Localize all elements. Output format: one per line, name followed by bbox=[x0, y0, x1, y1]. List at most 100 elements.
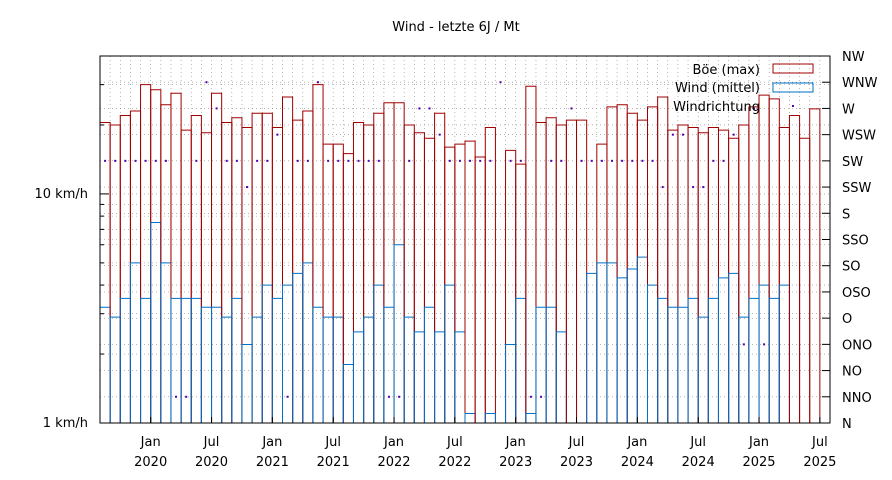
gust-bar bbox=[657, 96, 669, 423]
direction-point bbox=[692, 186, 695, 189]
direction-point bbox=[681, 133, 684, 136]
mean-bar bbox=[251, 316, 263, 423]
gust-bar bbox=[302, 110, 314, 423]
mean-bar bbox=[616, 277, 628, 423]
direction-point bbox=[631, 159, 634, 162]
mean-bar bbox=[322, 316, 334, 423]
direction-point bbox=[418, 107, 421, 110]
mean-bar bbox=[221, 316, 233, 423]
direction-point bbox=[296, 159, 299, 162]
gust-bar bbox=[180, 129, 192, 423]
direction-point bbox=[529, 395, 532, 398]
gust-bar bbox=[474, 156, 486, 423]
y2-tick-label: ONO bbox=[842, 338, 872, 353]
mean-bar bbox=[312, 306, 324, 423]
mean-bar bbox=[434, 331, 446, 423]
gust-bar bbox=[322, 143, 334, 423]
x-tick-label: Jul bbox=[203, 435, 220, 450]
gust-bar bbox=[312, 84, 324, 423]
direction-point bbox=[722, 159, 725, 162]
direction-point bbox=[154, 159, 157, 162]
direction-point bbox=[377, 159, 380, 162]
direction-point bbox=[337, 159, 340, 162]
x-tick-label: Jan bbox=[261, 435, 282, 450]
gust-bar bbox=[626, 112, 638, 423]
mean-bar bbox=[271, 297, 283, 423]
gust-bar bbox=[292, 119, 304, 423]
direction-point bbox=[509, 159, 512, 162]
direction-point bbox=[489, 159, 492, 162]
mean-bar bbox=[160, 262, 172, 423]
legend-label-mean: Wind (mittel) bbox=[675, 81, 760, 96]
x-tick-year: 2023 bbox=[499, 455, 532, 470]
direction-point bbox=[671, 133, 674, 136]
gust-bar bbox=[282, 96, 294, 423]
direction-point bbox=[357, 159, 360, 162]
y-tick-label: 1 km/h bbox=[43, 416, 88, 431]
y2-tick-label: NW bbox=[842, 50, 865, 65]
legend-swatch-direction bbox=[792, 105, 794, 107]
legend-item-direction: Windrichtung bbox=[673, 100, 794, 115]
gust-bar bbox=[434, 112, 446, 423]
legend-swatch-gust bbox=[772, 63, 814, 74]
mean-bar bbox=[373, 284, 385, 423]
direction-point bbox=[398, 395, 401, 398]
mean-bar bbox=[515, 297, 527, 423]
mean-bar bbox=[596, 262, 608, 423]
gust-bar bbox=[261, 112, 273, 423]
direction-point bbox=[246, 186, 249, 189]
direction-point bbox=[499, 81, 502, 84]
y2-tick-label: O bbox=[842, 312, 852, 327]
x-tick-year: 2023 bbox=[560, 455, 593, 470]
mean-bar bbox=[302, 262, 314, 423]
gust-bar bbox=[677, 124, 689, 423]
gust-bar bbox=[211, 92, 223, 423]
mean-bar bbox=[697, 316, 709, 423]
gust-bar bbox=[170, 92, 182, 423]
legend-label-gust: Böe (max) bbox=[693, 63, 760, 78]
mean-bar bbox=[423, 306, 436, 423]
y2-tick-label: S bbox=[842, 207, 850, 222]
x-tick-label: Jul bbox=[811, 435, 828, 450]
x-tick-year: 2025 bbox=[742, 455, 775, 470]
mean-bar bbox=[109, 316, 121, 423]
gust-bar bbox=[565, 119, 578, 423]
direction-point bbox=[124, 159, 127, 162]
gust-bar bbox=[413, 132, 425, 423]
direction-point bbox=[752, 107, 755, 110]
mean-bar bbox=[231, 297, 243, 423]
direction-point bbox=[550, 159, 553, 162]
legend: Böe (max) Wind (mittel) Windrichtung bbox=[673, 63, 814, 115]
direction-point bbox=[580, 159, 583, 162]
gust-bar bbox=[393, 102, 405, 423]
x-tick-year: 2022 bbox=[438, 455, 471, 470]
direction-point bbox=[175, 395, 178, 398]
x-tick-label: Jan bbox=[383, 435, 404, 450]
direction-point bbox=[742, 343, 745, 346]
mean-bar bbox=[444, 284, 456, 423]
gust-bar bbox=[748, 106, 760, 423]
mean-bar bbox=[657, 297, 669, 423]
bars bbox=[99, 84, 821, 423]
direction-point bbox=[661, 186, 664, 189]
gust-bar bbox=[129, 110, 142, 423]
gust-bar bbox=[251, 112, 263, 423]
gust-bar bbox=[636, 119, 648, 423]
chart-title: Wind - letzte 6J / Mt bbox=[392, 20, 519, 35]
legend-label-direction: Windrichtung bbox=[673, 100, 760, 115]
gust-bar bbox=[606, 106, 618, 423]
direction-point bbox=[256, 159, 259, 162]
gust-bar bbox=[200, 132, 213, 423]
direction-point bbox=[164, 159, 167, 162]
direction-point bbox=[600, 159, 603, 162]
gust-bar bbox=[758, 94, 770, 423]
mean-bar bbox=[119, 297, 131, 423]
direction-point bbox=[540, 395, 543, 398]
mean-bar bbox=[140, 297, 152, 423]
mean-bar bbox=[150, 222, 162, 423]
direction-point bbox=[144, 159, 147, 162]
x-tick-year: 2020 bbox=[134, 455, 167, 470]
y2-tick-label: SSO bbox=[842, 234, 869, 249]
legend-swatch-mean bbox=[772, 82, 814, 93]
gust-bar bbox=[373, 112, 385, 423]
